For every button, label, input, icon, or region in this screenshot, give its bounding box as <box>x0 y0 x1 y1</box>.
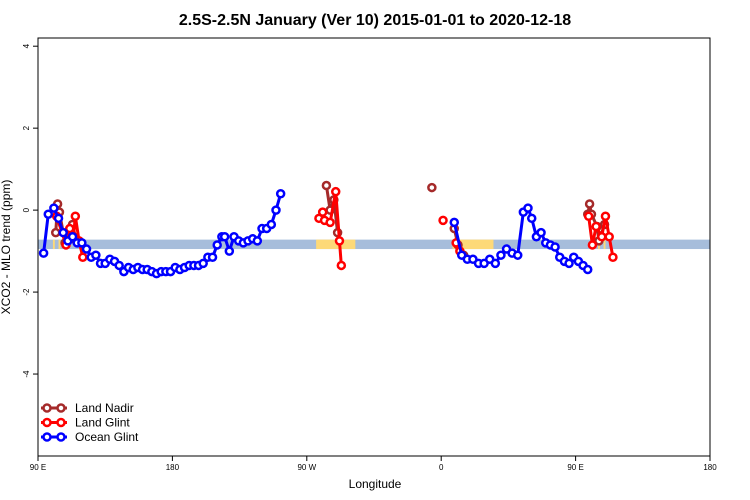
x-tick-label-2: 90 W <box>297 463 316 472</box>
ocean-glint-point-0-46 <box>252 236 263 246</box>
ocean-glint-point-0-11 <box>91 250 101 260</box>
ocean-glint-point-0-50 <box>271 205 281 215</box>
legend-marker-land-nadir <box>42 403 52 413</box>
land-glint-point-4-1 <box>587 240 598 250</box>
land-nadir-point-4-1 <box>584 199 595 209</box>
ocean-glint-point-0-8 <box>77 238 87 248</box>
legend-marker-ocean-glint <box>42 432 52 442</box>
ocean-glint-point-1-16 <box>536 227 546 238</box>
land-glint-point-4-6 <box>608 252 618 262</box>
band-land-segment-1 <box>58 239 61 250</box>
land-glint-point-0-4 <box>70 211 81 222</box>
land-glint-point-4-5 <box>604 232 614 242</box>
band-land-segment-3 <box>316 239 356 250</box>
ocean-glint-point-0-3 <box>53 213 64 224</box>
y-tick-label-0: 4 <box>22 43 31 48</box>
ocean-glint-point-1-19 <box>550 242 560 252</box>
legend-label-land-glint: Land Glint <box>75 416 130 430</box>
series-land-glint <box>51 186 618 271</box>
ocean-glint-point-0-37 <box>212 240 222 250</box>
y-tick-label-3: -2 <box>22 288 31 296</box>
land-glint-point-4-2 <box>591 221 601 232</box>
ocean-glint-point-0-40 <box>224 246 235 256</box>
y-axis-label: XCO2 - MLO trend (ppm) <box>0 180 13 315</box>
land-glint-point-1-4 <box>330 186 341 197</box>
y-tick-label-1: 2 <box>22 125 31 130</box>
land-nadir-point-2-0 <box>427 182 437 193</box>
ocean-glint-point-0-49 <box>266 219 277 230</box>
x-tick-label-1: 180 <box>166 463 180 472</box>
band-land-segment-4 <box>452 239 494 250</box>
land-glint-point-2-0 <box>438 215 448 226</box>
ocean-glint-point-0-9 <box>81 244 92 254</box>
legend-marker-right-ocean-glint <box>56 432 66 442</box>
legend-label-land-nadir: Land Nadir <box>75 401 134 415</box>
band-land-segment-7 <box>603 239 606 250</box>
ocean-glint-point-0-36 <box>207 252 218 262</box>
ocean-glint-point-1-7 <box>490 258 501 269</box>
x-tick-label-4: 90 E <box>567 463 583 472</box>
axes: 90 E 180 90 W 0 90 E 180 4 2 0 -2 -4 <box>22 43 717 472</box>
land-glint-point-0-6 <box>78 252 88 262</box>
ocean-glint-point-0-4 <box>58 227 68 238</box>
series-ocean-glint <box>38 188 593 279</box>
x-tick-label-0: 90 E <box>30 463 46 472</box>
x-axis-label: Longitude <box>349 477 402 491</box>
land-glint-point-1-3 <box>325 217 335 228</box>
band-ocean-segment <box>38 239 710 250</box>
ocean-glint-point-1-14 <box>526 213 537 224</box>
ocean-glint-point-0-39 <box>219 232 230 242</box>
land-glint-point-1-6 <box>336 260 347 271</box>
ocean-glint-point-1-13 <box>523 203 533 213</box>
ocean-glint-point-0-6 <box>67 232 78 242</box>
ocean-glint-point-1-22 <box>564 258 574 269</box>
legend-marker-right-land-glint <box>56 417 66 428</box>
land-glint-point-4-0 <box>583 211 594 222</box>
band-land-segment-0 <box>52 239 55 250</box>
legend-label-ocean-glint: Ocean Glint <box>75 430 139 444</box>
ocean-glint-point-0-0 <box>38 248 49 258</box>
land-nadir-point-0-0 <box>50 227 61 238</box>
chart-title: 2.5S-2.5N January (Ver 10) 2015-01-01 to… <box>179 12 571 29</box>
series-layer <box>38 180 618 279</box>
land-nadir-point-1-0 <box>321 180 332 191</box>
x-tick-label-3: 0 <box>439 463 444 472</box>
ocean-glint-point-0-16 <box>114 260 124 271</box>
land-glint-point-0-2 <box>64 223 75 234</box>
land-glint-point-4-3 <box>596 232 607 242</box>
land-glint-point-1-1 <box>317 207 328 217</box>
plot-frame <box>37 37 711 457</box>
x-tick-label-5: 180 <box>703 463 717 472</box>
ocean-glint-point-1-0 <box>449 217 460 228</box>
land-glint-point-4-4 <box>600 211 611 222</box>
legend-marker-right-land-nadir <box>56 403 66 413</box>
ocean-glint-point-1-26 <box>582 264 593 275</box>
y-tick-label-4: -4 <box>22 370 31 378</box>
ocean-glint-point-0-1 <box>43 209 54 219</box>
ocean-glint-point-1-11 <box>512 250 523 260</box>
land-glint-point-1-5 <box>334 236 345 246</box>
ocean-glint-point-1-8 <box>496 250 506 260</box>
y-tick-label-2: 0 <box>22 207 31 212</box>
ocean-glint-point-0-2 <box>49 203 59 213</box>
legend-marker-land-glint <box>42 417 52 428</box>
ocean-glint-point-0-34 <box>198 258 208 269</box>
ocean-glint-point-0-51 <box>275 188 286 199</box>
